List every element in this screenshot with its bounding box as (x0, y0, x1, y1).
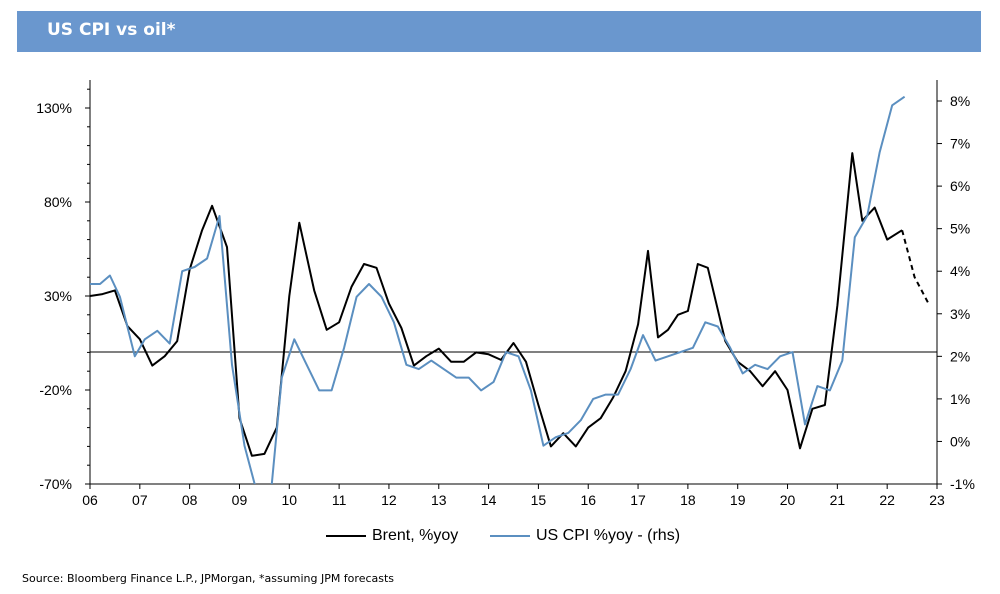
legend-label-brent: Brent, %yoy (372, 527, 459, 544)
title-bar: US CPI vs oil* (17, 11, 981, 52)
legend: Brent, %yoy US CPI %yoy - (rhs) (0, 527, 1000, 551)
y-right-tick-label: 8% (950, 93, 970, 109)
x-tick-label: 15 (531, 492, 547, 508)
series-line-brent-forecast (901, 229, 931, 306)
y-left-tick-label: 80% (44, 194, 72, 210)
y-right-tick-label: 3% (950, 306, 970, 322)
x-tick-label: 23 (929, 492, 945, 508)
y-right-tick-label: 7% (950, 136, 970, 152)
x-tick-label: 14 (481, 492, 497, 508)
legend-swatch-brent (326, 535, 366, 537)
legend-swatch-cpi (490, 535, 530, 537)
series-line-brent (90, 152, 903, 457)
legend-item-brent: Brent, %yoy (326, 527, 458, 545)
y-right-tick-label: 2% (950, 348, 970, 364)
y-left-tick-label: 30% (44, 288, 72, 304)
y-right-tick-label: 1% (950, 391, 970, 407)
y-left-tick-label: -20% (39, 382, 72, 398)
x-tick-label: 20 (780, 492, 796, 508)
y-right-tick-label: 6% (950, 178, 970, 194)
x-tick-label: 21 (830, 492, 846, 508)
chart-title: US CPI vs oil* (47, 20, 176, 40)
x-tick-label: 07 (132, 492, 148, 508)
legend-label-cpi: US CPI %yoy - (rhs) (536, 527, 681, 544)
y-right-tick-label: -1% (950, 476, 975, 492)
x-tick-label: 09 (232, 492, 248, 508)
source-note: Source: Bloomberg Finance L.P., JPMorgan… (22, 572, 395, 585)
x-tick-label: 12 (381, 492, 397, 508)
y-right-tick-label: 0% (950, 433, 970, 449)
y-right-tick-label: 4% (950, 263, 970, 279)
x-tick-label: 22 (879, 492, 895, 508)
legend-item-cpi: US CPI %yoy - (rhs) (490, 527, 680, 545)
x-tick-label: 08 (182, 492, 198, 508)
x-tick-label: 06 (82, 492, 98, 508)
x-tick-label: 11 (332, 492, 347, 508)
y-left-tick-label: -70% (39, 476, 72, 492)
x-tick-label: 16 (580, 492, 596, 508)
y-left-tick-label: 130% (36, 100, 72, 116)
series-line-cpi (90, 95, 906, 484)
x-tick-label: 18 (680, 492, 696, 508)
x-tick-label: 17 (630, 492, 646, 508)
x-tick-label: 19 (730, 492, 746, 508)
x-tick-label: 10 (282, 492, 298, 508)
y-right-tick-label: 5% (950, 221, 970, 237)
x-tick-label: 13 (431, 492, 447, 508)
